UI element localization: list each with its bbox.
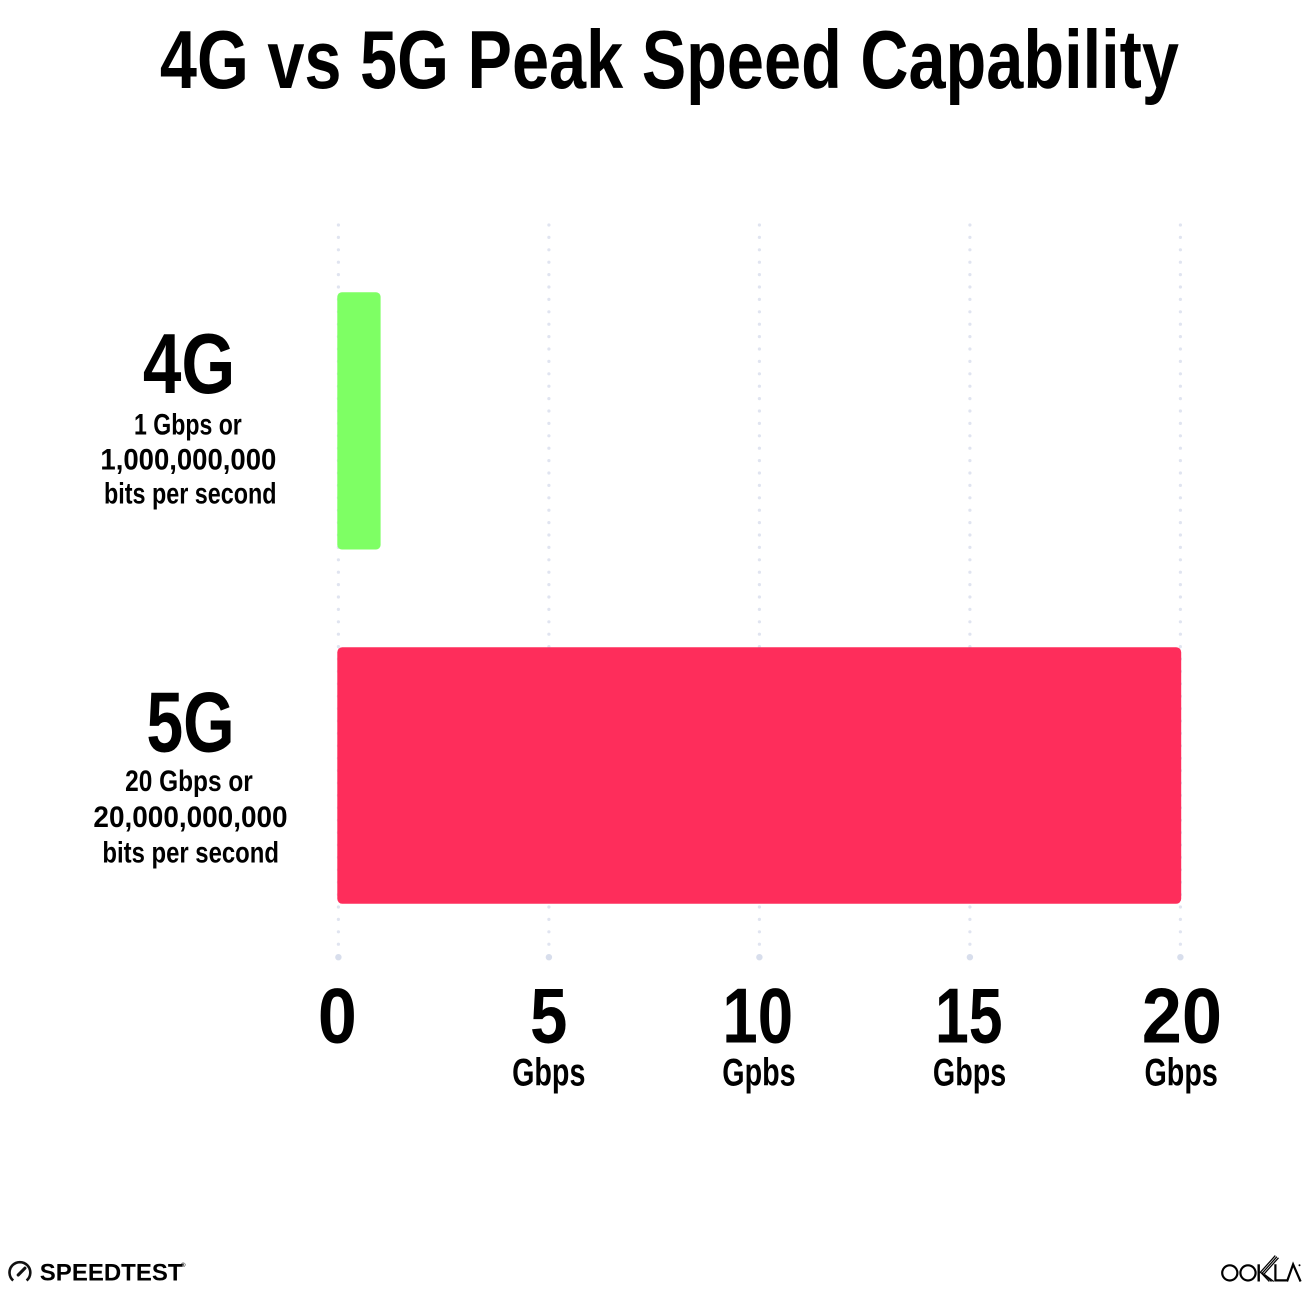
svg-text:®: ® (181, 1261, 186, 1269)
svg-text:4G: 4G (143, 317, 235, 411)
svg-text:Gbps: Gbps (512, 1051, 585, 1094)
svg-text:bits per second: bits per second (104, 477, 277, 510)
svg-text:20,000,000,000: 20,000,000,000 (93, 801, 287, 834)
svg-text:20 Gbps or: 20 Gbps or (125, 764, 253, 798)
svg-text:SPEEDTEST: SPEEDTEST (40, 1260, 183, 1287)
svg-text:5G: 5G (146, 676, 234, 771)
svg-text:Gbps: Gbps (1144, 1051, 1217, 1094)
svg-text:15: 15 (935, 972, 1003, 1059)
svg-text:bits per second: bits per second (102, 836, 279, 869)
svg-text:1 Gbps or: 1 Gbps or (134, 408, 242, 441)
svg-text:5: 5 (530, 973, 567, 1060)
svg-text:0: 0 (318, 972, 357, 1059)
svg-text:10: 10 (722, 972, 793, 1060)
svg-text:20: 20 (1142, 972, 1222, 1059)
svg-text:4G vs 5G Peak Speed Capability: 4G vs 5G Peak Speed Capability (160, 13, 1179, 106)
svg-text:1,000,000,000: 1,000,000,000 (100, 444, 276, 477)
svg-text:Gbps: Gbps (933, 1051, 1006, 1094)
svg-text:Gpbs: Gpbs (722, 1051, 795, 1094)
